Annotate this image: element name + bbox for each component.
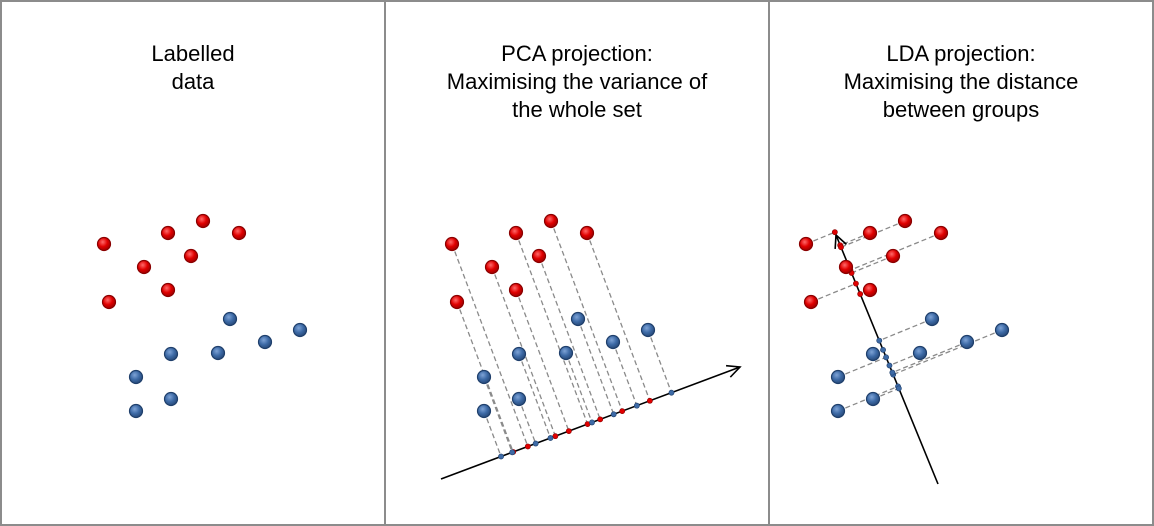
panel-title: Labelled data (2, 40, 384, 96)
panel-title-line: PCA projection: (501, 41, 653, 66)
panel-lda-projection: LDA projection: Maximising the distance … (768, 0, 1154, 526)
panel-title-line: data (171, 69, 215, 94)
panel-title-line: Maximising the distance (843, 69, 1079, 94)
panel-title-line: between groups (882, 97, 1040, 122)
panel-title: LDA projection: Maximising the distance … (770, 40, 1152, 124)
panel-title-line: LDA projection: (886, 41, 1036, 66)
panel-pca-projection: PCA projection: Maximising the variance … (384, 0, 770, 526)
panel-title-line: Maximising the variance of (446, 69, 708, 94)
panel-title: PCA projection: Maximising the variance … (386, 40, 768, 124)
panel-title-line: the whole set (512, 97, 642, 122)
panel-labelled-data: Labelled data (0, 0, 386, 526)
panel-title-line: Labelled (151, 41, 235, 66)
